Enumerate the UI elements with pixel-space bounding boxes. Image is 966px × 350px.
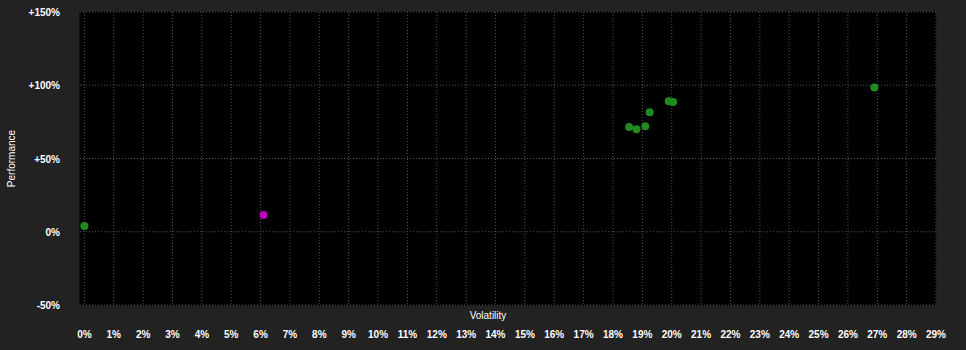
x-tick-label: 8% [312, 329, 327, 340]
grid-line [466, 12, 467, 305]
chart: 0% 1% 2% 3% 4% 5% 6% 7% 8% 9% 10% 11% 12% 13% 14% 15% 16… [0, 0, 966, 350]
grid-line [348, 12, 349, 305]
x-tick-label: 3% [165, 329, 180, 340]
x-tick-label: 1% [107, 329, 122, 340]
point [80, 222, 88, 230]
x-tick-label: 24% [779, 329, 799, 340]
point [870, 83, 878, 91]
x-tick-label: 11% [398, 329, 418, 340]
x-tick-label: 26% [838, 329, 858, 340]
grid-line [80, 305, 936, 306]
point [632, 125, 640, 133]
grid-line [583, 12, 584, 305]
grid-line [495, 12, 496, 305]
point [625, 123, 633, 131]
x-tick-label: 9% [341, 329, 356, 340]
x-tick-label: 10% [368, 329, 388, 340]
x-tick-label: 25% [809, 329, 829, 340]
x-tick-label: 6% [253, 329, 268, 340]
x-tick-label: 0% [77, 329, 92, 340]
x-tick-label: 7% [283, 329, 298, 340]
x-tick-label: 23% [750, 329, 770, 340]
x-tick-label: 13% [456, 329, 476, 340]
grid-line [759, 12, 760, 305]
point [641, 122, 649, 130]
x-tick-label: 17% [574, 329, 594, 340]
x-tick-label: 20% [662, 329, 682, 340]
grid-line [84, 12, 85, 305]
x-tick-label: 15% [515, 329, 535, 340]
x-tick-label: 5% [224, 329, 239, 340]
x-tick-label: 16% [544, 329, 564, 340]
grid-line [201, 12, 202, 305]
y-tick-label: +150% [29, 7, 61, 18]
grid-line [730, 12, 731, 305]
x-tick-label: 22% [720, 329, 740, 340]
grid-line [80, 231, 936, 232]
plot-area [80, 12, 936, 305]
grid-line [80, 158, 936, 159]
x-tick-label: 19% [632, 329, 652, 340]
point [646, 108, 654, 116]
y-tick-label: +100% [29, 80, 61, 91]
x-tick-label: 4% [195, 329, 210, 340]
x-tick-label: 29% [926, 329, 946, 340]
x-tick-label: 28% [897, 329, 917, 340]
grid-line [906, 12, 907, 305]
y-tick-label: +50% [34, 154, 60, 165]
x-tick-label: 18% [603, 329, 623, 340]
x-tick-label: 14% [486, 329, 506, 340]
grid-line [877, 12, 878, 305]
point [669, 98, 677, 106]
y-axis-title: Performance [6, 129, 17, 187]
y-tick-label: 0% [46, 227, 61, 238]
x-tick-label: 12% [427, 329, 447, 340]
grid-line [80, 12, 936, 13]
x-tick-label: 2% [136, 329, 151, 340]
points [80, 83, 878, 229]
grid-line [319, 12, 320, 305]
grid-line [80, 85, 936, 86]
x-axis-title: Volatility [470, 310, 507, 321]
x-tick-label: 27% [867, 329, 887, 340]
x-tick-label: 21% [691, 329, 711, 340]
point [260, 211, 268, 219]
grid-line [172, 12, 173, 305]
y-tick-label: -50% [37, 300, 60, 311]
background [0, 0, 966, 350]
grid-line [612, 12, 613, 305]
